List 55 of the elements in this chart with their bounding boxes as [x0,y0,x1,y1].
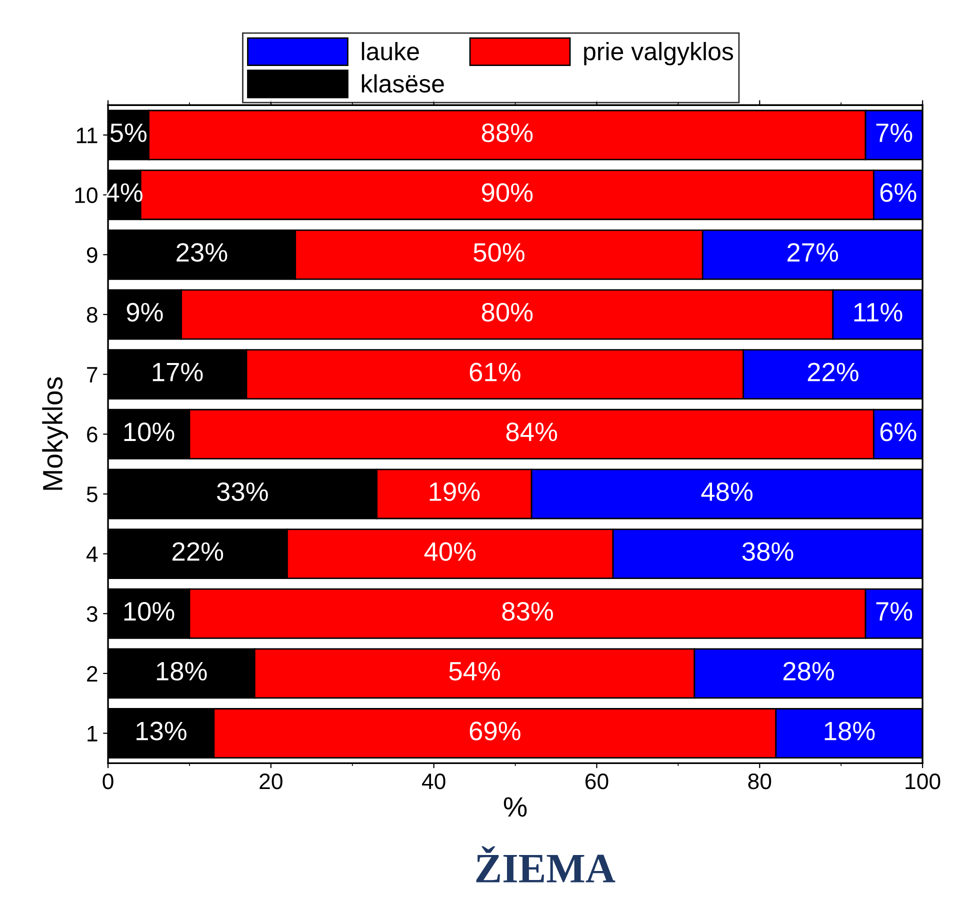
data-label: 80% [482,302,533,322]
x-axis-title: % [504,797,527,817]
x-tick-label: 40 [422,774,446,790]
data-label: 5% [110,124,147,142]
legend-label: prie valgyklos [584,42,734,66]
y-tick-label: 8 [86,307,98,323]
data-label: 84% [506,422,558,442]
data-label: 18% [156,662,207,681]
data-label: 13% [136,722,186,740]
x-tick-label: 20 [260,774,282,790]
y-tick-label: 4 [86,546,98,562]
data-label: 10% [124,602,174,621]
legend-label: klasëse [362,74,444,93]
y-tick-label: 11 [76,128,98,144]
data-label: 40% [424,542,476,561]
y-tick-label: 3 [86,606,98,622]
text: ŽIEMA [476,846,616,882]
data-label: 22% [172,542,224,561]
data-label: 90% [482,183,533,202]
data-label: 6% [880,183,916,202]
data-label: 9% [126,302,163,322]
x-tick-label: 80 [748,774,772,790]
data-label: 6% [880,422,916,442]
data-label: 27% [788,243,838,262]
y-tick-label: 1 [88,726,98,742]
data-label: 18% [824,722,875,740]
data-label: 48% [701,482,753,502]
data-label: 54% [449,662,500,681]
data-label: 38% [742,542,794,561]
data-label: 7% [876,602,912,621]
x-tick-label: 0 [102,774,114,790]
data-label: 61% [470,362,520,382]
y-tick-label: 10 [75,187,98,204]
y-tick-label: 5 [86,486,98,502]
data-label: 33% [217,482,268,502]
data-label: 22% [808,362,858,382]
legend-label: lauke [362,42,419,60]
data-label: 28% [783,662,834,681]
y-tick-label: 7 [87,367,98,382]
y-tick-label: 9 [86,247,98,263]
data-label: 7% [876,124,912,142]
data-label: 88% [482,123,533,142]
data-label: 19% [430,482,480,502]
data-label: 10% [124,422,174,442]
y-axis-title: Mokyklos [42,377,68,490]
data-label: 11% [854,303,902,322]
data-label: 69% [470,722,520,740]
x-tick-label: 60 [586,774,608,790]
y-tick-label: 2 [87,666,98,682]
data-label: 23% [176,243,228,262]
data-label: 17% [152,362,203,382]
y-tick-label: 6 [87,426,98,442]
data-label: 83% [502,602,553,621]
x-tick-label: 100 [906,774,940,790]
data-label: 50% [474,243,524,262]
